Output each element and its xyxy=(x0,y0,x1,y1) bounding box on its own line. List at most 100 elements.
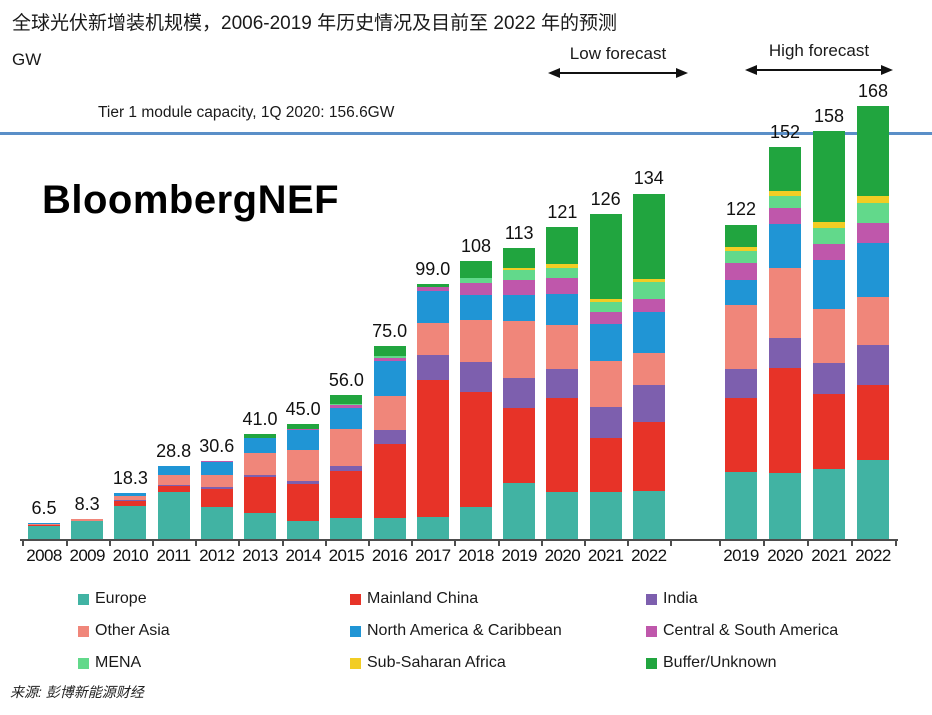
segment-central_south_america xyxy=(373,358,406,361)
segment-sub_saharan_africa xyxy=(725,246,757,251)
x-axis-label-hist-2017: 2017 xyxy=(415,546,451,565)
segment-sub_saharan_africa xyxy=(769,190,801,196)
legend-item-north_america_caribbean: North America & Caribbean xyxy=(350,622,562,640)
segment-other_asia xyxy=(373,396,406,431)
bar-hist-2017 xyxy=(416,284,449,540)
segment-mena xyxy=(589,302,622,313)
segment-buffer_unknown xyxy=(244,434,276,439)
x-axis-tick xyxy=(368,540,370,546)
bar-total-label-hist-2022: 134 xyxy=(633,168,664,189)
x-axis-label-high-2021: 2021 xyxy=(811,546,847,565)
segment-europe xyxy=(632,491,665,540)
bar-total-label-high-2021: 158 xyxy=(813,106,845,127)
segment-sub_saharan_africa xyxy=(632,278,665,283)
bar-hist-2012 xyxy=(200,460,233,540)
segment-mainland_china xyxy=(769,368,801,474)
x-axis-label-hist-2009: 2009 xyxy=(69,546,105,565)
source-note: 来源: 彭博新能源财经 xyxy=(10,684,144,700)
x-axis-label-hist-2022: 2022 xyxy=(631,546,667,565)
segment-europe xyxy=(28,525,60,540)
bar-hist-2014 xyxy=(287,423,320,540)
segment-mena xyxy=(373,356,406,359)
segment-north_america_caribbean xyxy=(330,407,363,429)
segment-north_america_caribbean xyxy=(71,518,104,520)
legend-item-mainland_china: Mainland China xyxy=(350,590,478,608)
segment-buffer_unknown xyxy=(813,131,845,223)
segment-other_asia xyxy=(460,319,492,362)
x-axis-label-hist-2016: 2016 xyxy=(371,546,408,565)
segment-mena xyxy=(330,404,363,406)
bar-hist-2013 xyxy=(244,434,276,540)
segment-other_asia xyxy=(725,304,757,370)
tier1-reference-line xyxy=(0,132,932,135)
segment-europe xyxy=(373,518,406,540)
x-axis-tick xyxy=(895,540,897,546)
segment-north_america_caribbean xyxy=(157,465,190,475)
segment-europe xyxy=(769,473,801,540)
segment-europe xyxy=(546,491,579,540)
legend-item-europe: Europe xyxy=(78,590,147,608)
segment-sub_saharan_africa xyxy=(813,222,845,229)
segment-sub_saharan_africa xyxy=(857,196,889,203)
segment-north_america_caribbean xyxy=(416,290,449,323)
segment-india xyxy=(114,500,147,501)
bar-hist-2009 xyxy=(71,518,104,540)
segment-europe xyxy=(71,521,104,540)
segment-other_asia xyxy=(114,496,147,501)
bar-total-label-hist-2016: 75.0 xyxy=(372,321,408,342)
legend-swatch-north_america_caribbean xyxy=(350,625,361,637)
bar-total-label-hist-2018: 108 xyxy=(460,235,492,256)
segment-mena xyxy=(857,202,889,223)
segment-europe xyxy=(200,506,233,540)
segment-europe xyxy=(503,483,536,540)
segment-other_asia xyxy=(28,523,60,525)
segment-mena xyxy=(632,282,665,300)
bar-hist-2022 xyxy=(632,193,665,540)
bar-total-label-hist-2012: 30.6 xyxy=(199,435,235,456)
high-forecast-arrow-icon xyxy=(745,65,893,75)
segment-other_asia xyxy=(200,474,233,487)
segment-india xyxy=(725,369,757,399)
segment-europe xyxy=(114,505,147,540)
segment-mainland_china xyxy=(632,422,665,492)
legend-item-central_south_america: Central & South America xyxy=(646,622,838,640)
segment-north_america_caribbean xyxy=(857,242,889,297)
x-axis-label-high-2022: 2022 xyxy=(855,546,891,565)
segment-other_asia xyxy=(416,322,449,355)
segment-india xyxy=(416,354,449,380)
bar-total-label-high-2022: 168 xyxy=(857,80,889,101)
segment-buffer_unknown xyxy=(416,284,449,288)
segment-other_asia xyxy=(589,360,622,407)
x-axis-label-hist-2010: 2010 xyxy=(112,546,149,565)
segment-sub_saharan_africa xyxy=(589,299,622,303)
segment-india xyxy=(857,345,889,386)
segment-buffer_unknown xyxy=(546,227,579,265)
segment-mainland_china xyxy=(330,471,363,519)
segment-buffer_unknown xyxy=(857,105,889,197)
x-axis-label-hist-2008: 2008 xyxy=(26,546,62,565)
legend-swatch-buffer_unknown xyxy=(646,657,657,669)
segment-north_america_caribbean xyxy=(244,438,276,453)
segment-sub_saharan_africa xyxy=(503,267,536,270)
bar-hist-2020 xyxy=(546,227,579,540)
segment-europe xyxy=(589,491,622,540)
segment-mainland_china xyxy=(725,398,757,472)
high-forecast-label: High forecast xyxy=(768,41,870,60)
segment-mainland_china xyxy=(28,525,60,526)
chart-legend: Europe Mainland China India Other Asia North… xyxy=(0,584,932,676)
segment-central_south_america xyxy=(200,460,233,462)
bar-hist-2016 xyxy=(373,346,406,540)
x-axis-tick xyxy=(670,540,673,546)
segment-buffer_unknown xyxy=(330,395,363,405)
segment-india xyxy=(460,361,492,392)
segment-buffer_unknown xyxy=(589,214,622,300)
bar-high-2021 xyxy=(813,131,845,540)
segment-north_america_caribbean xyxy=(373,360,406,397)
segment-central_south_america xyxy=(632,299,665,313)
legend-swatch-sub_saharan_africa xyxy=(350,657,361,669)
x-axis-tick xyxy=(195,540,198,546)
segment-north_america_caribbean xyxy=(632,312,665,353)
segment-mena xyxy=(813,228,845,244)
segment-buffer_unknown xyxy=(632,193,665,279)
